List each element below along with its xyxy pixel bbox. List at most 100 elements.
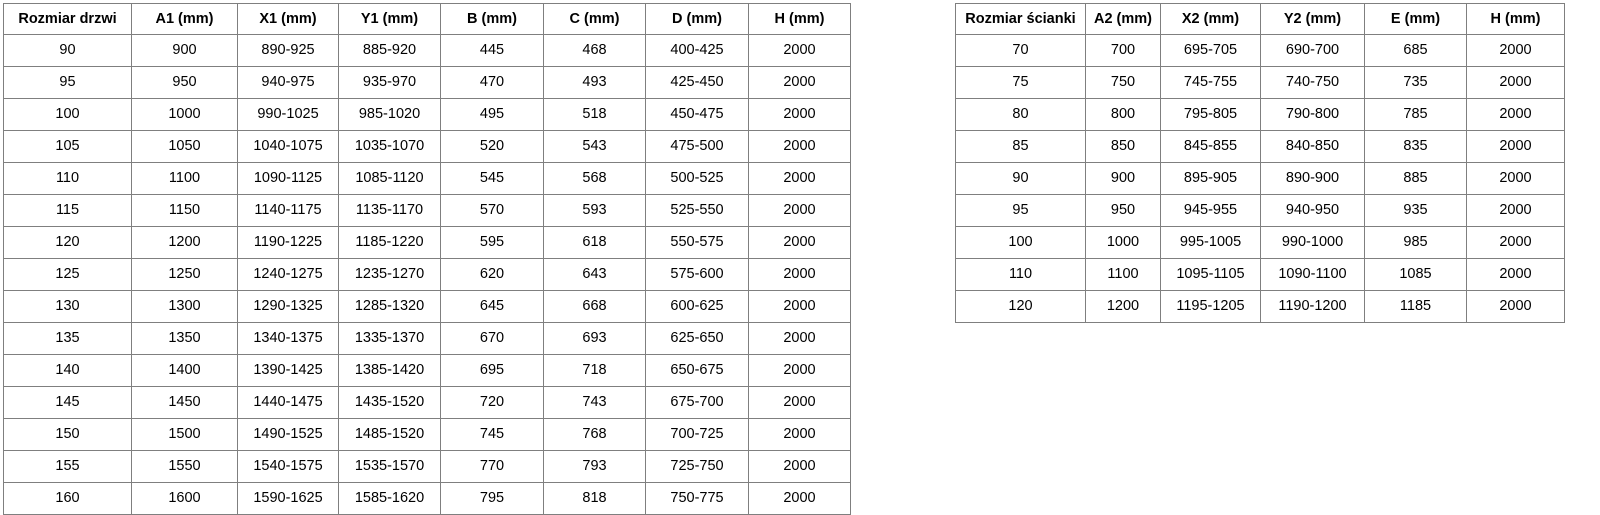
table-cell: 668 (543, 290, 646, 323)
table-cell: 1000 (1085, 226, 1161, 259)
table-cell: 950 (131, 66, 238, 99)
table-cell: 1450 (131, 386, 238, 419)
table-cell: 1540-1575 (237, 450, 339, 483)
table-cell: 2000 (1466, 130, 1565, 163)
row-size-label: 100 (3, 98, 132, 131)
table-cell: 770 (440, 450, 544, 483)
table-cell: 740-750 (1260, 66, 1365, 99)
table-row: 150 1500 1490-1525 1485-1520 745 768 700-725 20… (3, 418, 851, 451)
table-cell: 445 (440, 34, 544, 67)
table-cell: 2000 (748, 290, 851, 323)
table-cell: 1200 (1085, 290, 1161, 323)
row-size-label: 110 (3, 162, 132, 195)
table-cell: 700 (1085, 34, 1161, 67)
column-header-doors-2: X1 (mm) (237, 3, 339, 35)
table-row: 70 700 695-705 690-700 685 2000 (955, 34, 1565, 67)
table-cell: 600-625 (645, 290, 749, 323)
table-cell: 1535-1570 (338, 450, 441, 483)
table-cell: 790-800 (1260, 98, 1365, 131)
table-cell: 1185 (1364, 290, 1467, 323)
table-cell: 2000 (748, 386, 851, 419)
table-cell: 985-1020 (338, 98, 441, 131)
wall-dimension-table: Rozmiar ścianki A2 (mm) X2 (mm) Y2 (mm) E (m… (955, 3, 1565, 323)
row-size-label: 90 (955, 162, 1086, 195)
table-cell: 2000 (748, 98, 851, 131)
table-cell: 620 (440, 258, 544, 291)
table-cell: 1590-1625 (237, 482, 339, 515)
row-size-label: 120 (955, 290, 1086, 323)
table-row: 80 800 795-805 790-800 785 2000 (955, 98, 1565, 131)
table-cell: 1190-1225 (237, 226, 339, 259)
table-cell: 470 (440, 66, 544, 99)
table-row: 100 1000 990-1025 985-1020 495 518 450-475 2000 (3, 98, 851, 131)
table-cell: 1000 (131, 98, 238, 131)
row-size-label: 130 (3, 290, 132, 323)
table-cell: 793 (543, 450, 646, 483)
wall-table-body: 70 700 695-705 690-700 685 2000 75 750 745-755 74… (955, 34, 1565, 323)
table-cell: 720 (440, 386, 544, 419)
row-size-label: 115 (3, 194, 132, 227)
table-cell: 1185-1220 (338, 226, 441, 259)
table-cell: 425-450 (645, 66, 749, 99)
table-cell: 745 (440, 418, 544, 451)
table-cell: 743 (543, 386, 646, 419)
table-cell: 940-975 (237, 66, 339, 99)
table-cell: 2000 (1466, 194, 1565, 227)
table-row: 125 1250 1240-1275 1235-1270 620 643 575-600 20… (3, 258, 851, 291)
table-cell: 1500 (131, 418, 238, 451)
table-cell: 1235-1270 (338, 258, 441, 291)
table-cell: 735 (1364, 66, 1467, 99)
table-cell: 1385-1420 (338, 354, 441, 387)
column-header-wall-1: A2 (mm) (1085, 3, 1161, 35)
table-cell: 645 (440, 290, 544, 323)
doors-dimension-table: Rozmiar drzwi A1 (mm) X1 (mm) Y1 (mm) B (mm)… (3, 3, 851, 515)
table-cell: 2000 (1466, 34, 1565, 67)
column-header-wall-0: Rozmiar ścianki (955, 3, 1086, 35)
table-cell: 2000 (1466, 290, 1565, 323)
table-cell: 1095-1105 (1160, 258, 1261, 291)
table-cell: 818 (543, 482, 646, 515)
table-cell: 400-425 (645, 34, 749, 67)
table-cell: 1035-1070 (338, 130, 441, 163)
column-header-doors-6: D (mm) (645, 3, 749, 35)
table-cell: 543 (543, 130, 646, 163)
table-cell: 550-575 (645, 226, 749, 259)
table-cell: 1240-1275 (237, 258, 339, 291)
row-size-label: 105 (3, 130, 132, 163)
table-cell: 995-1005 (1160, 226, 1261, 259)
row-size-label: 95 (955, 194, 1086, 227)
row-size-label: 135 (3, 322, 132, 355)
table-cell: 900 (1085, 162, 1161, 195)
table-cell: 2000 (1466, 66, 1565, 99)
table-cell: 1100 (131, 162, 238, 195)
table-cell: 525-550 (645, 194, 749, 227)
table-cell: 1140-1175 (237, 194, 339, 227)
table-cell: 1390-1425 (237, 354, 339, 387)
row-size-label: 120 (3, 226, 132, 259)
table-cell: 1435-1520 (338, 386, 441, 419)
table-cell: 885-920 (338, 34, 441, 67)
table-cell: 575-600 (645, 258, 749, 291)
table-cell: 2000 (748, 322, 851, 355)
row-size-label: 75 (955, 66, 1086, 99)
table-cell: 670 (440, 322, 544, 355)
table-cell: 935-970 (338, 66, 441, 99)
table-cell: 2000 (1466, 226, 1565, 259)
table-cell: 518 (543, 98, 646, 131)
table-cell: 1400 (131, 354, 238, 387)
table-cell: 2000 (748, 258, 851, 291)
table-cell: 493 (543, 66, 646, 99)
table-row: 100 1000 995-1005 990-1000 985 2000 (955, 226, 1565, 259)
table-cell: 895-905 (1160, 162, 1261, 195)
table-cell: 695 (440, 354, 544, 387)
table-cell: 750 (1085, 66, 1161, 99)
row-size-label: 80 (955, 98, 1086, 131)
table-cell: 685 (1364, 34, 1467, 67)
table-cell: 1085 (1364, 258, 1467, 291)
table-cell: 2000 (748, 130, 851, 163)
column-header-wall-4: E (mm) (1364, 3, 1467, 35)
table-cell: 2000 (748, 226, 851, 259)
table-cell: 2000 (1466, 98, 1565, 131)
table-cell: 2000 (748, 354, 851, 387)
